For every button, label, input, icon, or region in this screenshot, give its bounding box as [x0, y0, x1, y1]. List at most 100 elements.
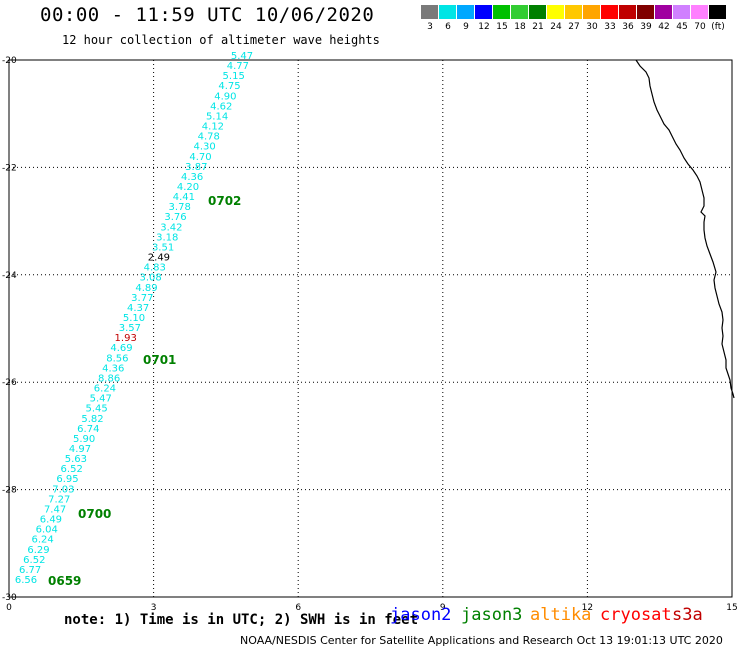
legend-swatch [655, 5, 672, 19]
legend-label: 24 [550, 22, 562, 32]
wave-height-label: 5.14 [206, 111, 228, 122]
wave-height-label: 6.49 [40, 515, 62, 526]
wave-height-label: 3.87 [185, 162, 207, 173]
wave-height-label: 5.10 [123, 313, 145, 324]
legend-label: 21 [532, 22, 544, 32]
wave-height-label: 4.89 [135, 283, 157, 294]
wave-height-label: 6.04 [36, 525, 58, 536]
wave-height-label: 6.74 [77, 424, 99, 435]
coastline [635, 59, 735, 399]
axis-tick-labels: 0 3 6 9 12 15 -20 -22 -24 -26 -28 -30 [2, 56, 738, 612]
wave-height-label: 3.57 [119, 323, 141, 334]
wave-height-label: 4.36 [181, 172, 203, 183]
legend-label: 15 [496, 22, 508, 32]
satellite-label-altika: altika [530, 605, 592, 625]
legend-label: 3 [427, 22, 433, 32]
wave-height-label: 5.82 [81, 414, 103, 425]
wave-height-label: 5.63 [65, 454, 87, 465]
wave-height-label: 4.62 [210, 101, 232, 112]
x-tick-label: 3 [151, 603, 157, 612]
legend-label: 30 [586, 22, 598, 32]
wave-height-label: 4.78 [198, 132, 220, 143]
credit-line: NOAA/NESDIS Center for Satellite Applica… [240, 634, 723, 647]
time-labels: 0702 0701 0700 0659 [48, 194, 241, 588]
wave-height-label: 4.90 [214, 91, 236, 102]
wave-height-label: 6.29 [27, 545, 49, 556]
wave-height-label: 4.30 [193, 142, 215, 153]
wave-height-label: 4.83 [144, 263, 166, 274]
wave-height-label: 6.52 [61, 464, 83, 475]
y-tick-label: -28 [2, 486, 17, 496]
pass-time-label: 0702 [208, 194, 241, 208]
satellite-label-cryosat: cryosat [600, 605, 672, 625]
legend-swatch [565, 5, 582, 19]
wave-height-label: 5.15 [223, 71, 245, 82]
wave-height-label: 5.47 [231, 51, 253, 62]
satellite-label-jason2: jason2 [390, 605, 452, 625]
legend-swatch [511, 5, 528, 19]
y-tick-label: -26 [2, 378, 17, 388]
x-tick-label: 0 [6, 603, 12, 612]
pass-time-label: 0659 [48, 574, 81, 588]
satellite-label-s3a: s3a [672, 605, 703, 625]
wave-height-map: 0 3 6 9 12 15-20-22-24-26-28-30 5.474.775.154… [2, 51, 738, 612]
wave-height-label: 8.56 [106, 353, 128, 364]
legend-swatch [601, 5, 618, 19]
legend-label: 9 [463, 22, 469, 32]
wave-height-label: 6.52 [23, 555, 45, 566]
x-tick-label: 15 [726, 603, 737, 612]
y-tick-label: -22 [2, 163, 17, 173]
wave-height-label: 3.76 [164, 212, 186, 223]
legend-swatch [583, 5, 600, 19]
legend-label: 39 [640, 22, 652, 32]
wave-height-label: 7.03 [52, 484, 74, 495]
legend-swatch [709, 5, 726, 19]
y-tick-label: -24 [2, 271, 17, 281]
legend-label: 70 [694, 22, 706, 32]
pass-time-label: 0700 [78, 507, 111, 521]
legend-label: (ft) [711, 22, 725, 32]
legend-label: 45 [676, 22, 688, 32]
legend-label: 18 [514, 22, 526, 32]
wave-height-label: 7.47 [44, 504, 66, 515]
wave-height-label: 4.75 [218, 81, 240, 92]
wave-height-label: 4.37 [127, 303, 149, 314]
x-tick-label: 6 [295, 603, 301, 612]
wave-height-label: 3.08 [139, 273, 161, 284]
x-tick-label: 9 [440, 603, 446, 612]
wave-height-label: 6.24 [31, 535, 53, 546]
wave-height-label: 6.24 [94, 384, 116, 395]
wave-height-label: 4.12 [202, 122, 224, 133]
legend-swatch [439, 5, 456, 19]
wave-height-label: 1.93 [115, 333, 137, 344]
legend-label: 33 [604, 22, 616, 32]
legend-swatch [421, 5, 438, 19]
legend-label: 6 [445, 22, 451, 32]
legend-swatch [493, 5, 510, 19]
legend-swatch [547, 5, 564, 19]
wave-height-label: 3.51 [152, 242, 174, 253]
wave-height-label: 2.49 [148, 253, 170, 264]
altimeter-track: 5.474.775.154.754.904.625.144.124.784.30… [15, 51, 253, 586]
wave-height-label: 4.97 [69, 444, 91, 455]
wave-height-label: 5.90 [73, 434, 95, 445]
y-tick-label: -20 [2, 56, 17, 66]
legend-swatch [457, 5, 474, 19]
map-frame [8, 59, 733, 598]
wave-height-label: 4.77 [227, 61, 249, 72]
wave-height-label: 4.20 [177, 182, 199, 193]
wave-height-label: 5.47 [90, 394, 112, 405]
wave-height-label: 8.86 [98, 373, 120, 384]
legend-swatch [637, 5, 654, 19]
legend-label: 42 [658, 22, 670, 32]
legend-label: 12 [478, 22, 490, 32]
wave-height-label: 3.42 [160, 222, 182, 233]
footnote: note: 1) Time is in UTC; 2) SWH is in fe… [64, 612, 419, 628]
wave-height-label: 4.36 [102, 363, 124, 374]
wave-height-label: 3.18 [156, 232, 178, 243]
wave-height-label: 3.77 [131, 293, 153, 304]
wave-height-label: 7.27 [48, 494, 70, 505]
wave-height-label: 4.41 [173, 192, 195, 203]
wave-height-label: 5.45 [85, 404, 107, 415]
legend-label: 27 [568, 22, 580, 32]
